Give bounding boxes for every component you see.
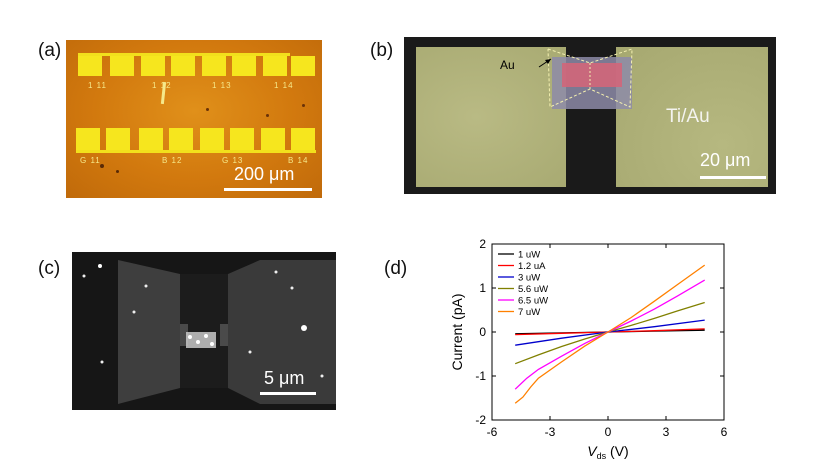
legend-label-0: 1 uW	[518, 250, 540, 261]
panel-c-scale-bar	[260, 392, 316, 395]
tiau-label: Ti/Au	[666, 106, 710, 127]
y-tick-label-4: 2	[479, 237, 486, 251]
panel-b-scale-bar	[700, 176, 766, 179]
au-label: Au	[500, 58, 515, 72]
series-line-4	[514, 279, 706, 390]
panel-b-microscope-image: Au Ti/Au 20 μm	[404, 37, 776, 194]
panel-a-scale-bar	[224, 188, 312, 191]
pad-row-bottom	[66, 128, 322, 168]
bowtie-outline	[538, 48, 633, 108]
x-tick-label-4: 6	[721, 425, 728, 439]
legend-label-3: 5.6 uW	[518, 284, 548, 295]
panel-c-scale-bar-label: 5 μm	[264, 368, 305, 388]
panel-c-sem-image: 5 μm	[72, 252, 336, 410]
x-tick-label-1: -3	[545, 425, 556, 439]
pad-row-top	[66, 40, 322, 100]
y-tick-label-2: 0	[479, 325, 486, 339]
panel-d-label: (d)	[384, 258, 408, 279]
pad-label-bottom-2: B 12	[162, 156, 183, 165]
electrode-right	[616, 47, 768, 187]
y-axis-label: Current (pA)	[449, 293, 465, 370]
panel-a-label: (a)	[38, 40, 62, 61]
legend-label-5: 7 uW	[518, 307, 540, 318]
panel-b-label: (b)	[370, 40, 394, 61]
pad-label-top-1: 1 11	[88, 81, 107, 90]
pad-label-top-3: 1 13	[212, 81, 232, 90]
x-axis-label: Vds (V)	[587, 443, 628, 461]
y-tick-label-3: 1	[479, 281, 486, 295]
legend-label-1: 1.2 uA	[518, 261, 546, 272]
pad-label-bottom-4: B 14	[288, 156, 309, 165]
x-tick-label-3: 3	[663, 425, 670, 439]
sample-flake	[562, 63, 622, 87]
panel-a-optical-image: 1 11 1 12 1 13 1 14 G 11 B 12 G 13 B 14 …	[66, 40, 322, 198]
y-tick-label-0: -2	[475, 413, 486, 427]
legend-label-4: 6.5 uW	[518, 296, 548, 307]
x-tick-label-0: -6	[487, 425, 498, 439]
panel-c-label: (c)	[38, 258, 61, 279]
series-line-5	[514, 264, 706, 404]
panel-b-scale-bar-label: 20 μm	[700, 150, 751, 170]
iv-chart-svg: -6 -3 0 3 6 -2 -1 0 1 2 Current (pA) Vds (V) 1 uW1.2…	[449, 237, 728, 461]
sem-electrodes	[82, 260, 336, 404]
pad-label-bottom-1: G 11	[80, 156, 101, 165]
panel-a-scale-bar-label: 200 μm	[234, 164, 295, 184]
legend-label-2: 3 uW	[518, 273, 540, 284]
electrode-left	[416, 47, 566, 187]
y-tick-label-1: -1	[475, 369, 486, 383]
x-tick-label-2: 0	[605, 425, 612, 439]
pad-label-top-4: 1 14	[274, 81, 294, 90]
pad-label-bottom-3: G 13	[222, 156, 244, 165]
panel-d-iv-chart: -6 -3 0 3 6 -2 -1 0 1 2 Current (pA) Vds (V) 1 uW 1.2…	[440, 232, 740, 464]
pad-label-top-2: 1 12	[152, 81, 172, 90]
